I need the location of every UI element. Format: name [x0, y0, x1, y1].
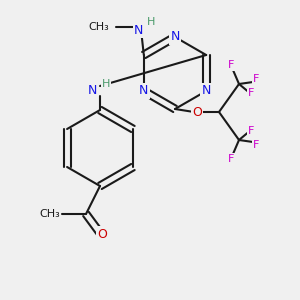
Text: H: H	[102, 79, 110, 89]
Text: F: F	[228, 154, 234, 164]
Text: F: F	[248, 88, 254, 98]
Text: H: H	[147, 17, 155, 27]
Text: F: F	[253, 74, 259, 84]
Text: N: N	[170, 31, 180, 44]
Text: F: F	[253, 140, 259, 150]
Text: F: F	[228, 60, 234, 70]
Text: F: F	[248, 126, 254, 136]
Text: O: O	[192, 106, 202, 118]
Text: N: N	[139, 85, 148, 98]
Text: CH₃: CH₃	[39, 209, 60, 219]
Text: N: N	[87, 83, 97, 97]
Text: N: N	[134, 23, 143, 37]
Text: CH₃: CH₃	[88, 22, 109, 32]
Text: O: O	[97, 227, 107, 241]
Text: N: N	[202, 85, 211, 98]
